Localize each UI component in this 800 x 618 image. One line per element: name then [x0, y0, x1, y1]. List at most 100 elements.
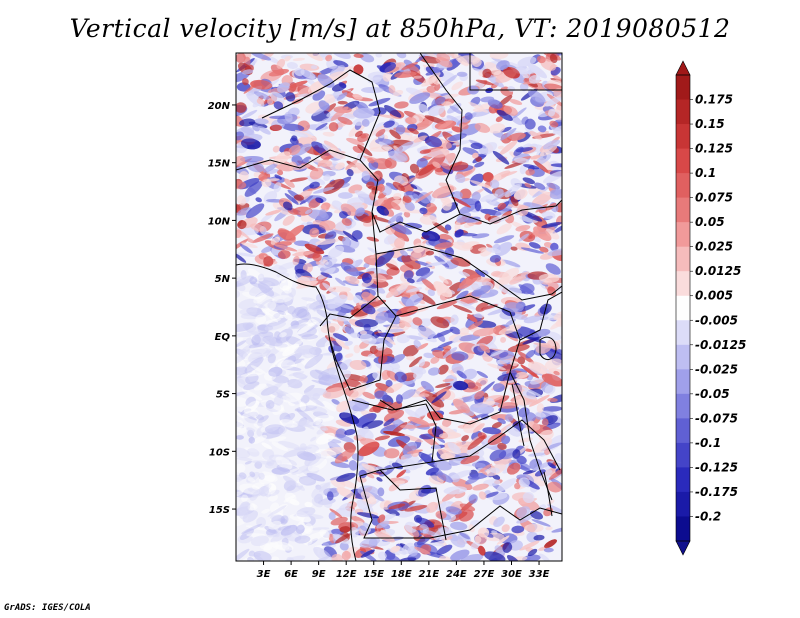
- velocity-cell: [346, 168, 354, 177]
- velocity-cell: [528, 89, 546, 104]
- lon-tick-label: 21E: [418, 569, 439, 580]
- colorbar-swatch: [676, 246, 690, 272]
- velocity-cell: [346, 197, 365, 206]
- velocity-cell: [346, 137, 365, 146]
- colorbar-swatch: [676, 320, 690, 346]
- velocity-cell: [507, 462, 521, 475]
- velocity-cell: [361, 273, 372, 284]
- velocity-cell: [279, 279, 293, 291]
- velocity-cell: [385, 383, 403, 394]
- velocity-cell: [416, 271, 434, 283]
- velocity-cell: [247, 448, 260, 457]
- velocity-cell: [404, 201, 415, 212]
- velocity-cell: [296, 280, 319, 289]
- velocity-cell: [421, 230, 441, 242]
- lake-malawi: [543, 471, 553, 517]
- velocity-cell: [489, 449, 507, 462]
- velocity-cell: [338, 192, 353, 199]
- velocity-cell: [403, 270, 414, 280]
- velocity-cell: [262, 449, 275, 460]
- velocity-cell: [419, 214, 438, 225]
- velocity-cell: [394, 71, 417, 78]
- velocity-cell: [426, 202, 437, 213]
- velocity-cell: [403, 211, 411, 218]
- velocity-cell: [276, 58, 286, 69]
- velocity-cell: [336, 400, 350, 413]
- velocity-cell: [236, 391, 248, 398]
- velocity-cell: [491, 189, 513, 202]
- velocity-cell: [504, 413, 514, 422]
- velocity-cell: [537, 125, 547, 133]
- velocity-cell: [384, 104, 402, 118]
- velocity-cell: [497, 202, 507, 210]
- velocity-cell: [296, 408, 314, 423]
- velocity-cell: [239, 243, 253, 254]
- border-zambia: [431, 419, 561, 471]
- velocity-cell: [350, 332, 360, 339]
- velocity-cell: [375, 129, 386, 137]
- velocity-cell: [264, 525, 278, 534]
- colorbar-bottom-arrow: [675, 540, 691, 556]
- velocity-cell: [549, 120, 559, 128]
- lat-tick-label: 20N: [208, 101, 231, 112]
- velocity-cell: [366, 236, 380, 242]
- velocity-cell: [392, 181, 405, 192]
- velocity-cell: [419, 149, 432, 154]
- velocity-cell: [344, 429, 356, 436]
- velocity-cell: [478, 545, 486, 556]
- velocity-cell: [510, 246, 518, 251]
- velocity-cell: [279, 419, 298, 428]
- colorbar-label: -0.2: [695, 509, 721, 523]
- velocity-cell: [271, 441, 289, 451]
- velocity-cell: [311, 497, 323, 508]
- velocity-cell: [402, 209, 424, 214]
- velocity-cell: [242, 510, 258, 523]
- velocity-cell: [418, 358, 426, 367]
- velocity-cell: [339, 211, 348, 219]
- velocity-cell: [345, 159, 358, 170]
- velocity-cell: [548, 109, 556, 117]
- velocity-cell: [335, 339, 350, 350]
- velocity-cell: [355, 207, 365, 217]
- border-car: [375, 245, 562, 301]
- velocity-cell: [304, 501, 313, 508]
- velocity-cell: [388, 503, 406, 510]
- velocity-cell: [312, 186, 335, 194]
- velocity-cell: [431, 391, 447, 404]
- border-ne: [419, 53, 463, 215]
- velocity-cell: [329, 508, 343, 518]
- velocity-cell: [482, 172, 494, 182]
- velocity-cell: [257, 273, 265, 280]
- velocity-cell: [506, 554, 520, 561]
- velocity-cell: [236, 253, 247, 263]
- velocity-cell: [547, 286, 557, 297]
- velocity-cell: [441, 101, 453, 107]
- velocity-cell: [393, 141, 414, 155]
- velocity-cell: [314, 415, 335, 422]
- velocity-cell: [513, 146, 524, 156]
- velocity-cell: [459, 327, 470, 335]
- velocity-cell: [268, 69, 289, 77]
- velocity-cell: [424, 75, 440, 87]
- velocity-cell: [459, 188, 472, 200]
- velocity-cell: [449, 105, 462, 115]
- velocity-cell: [396, 469, 407, 478]
- velocity-cell: [376, 477, 383, 482]
- velocity-cell: [336, 472, 356, 482]
- velocity-cell: [410, 251, 422, 261]
- velocity-cell: [508, 113, 523, 126]
- lake-victoria: [539, 336, 557, 360]
- velocity-cell: [450, 521, 468, 531]
- lat-tick-label: 10S: [209, 447, 230, 458]
- colorbar-swatch: [676, 516, 690, 542]
- velocity-cell: [449, 535, 466, 548]
- colorbar-label: 0.025: [695, 240, 733, 254]
- velocity-cell: [437, 120, 453, 130]
- velocity-cell: [467, 314, 478, 323]
- velocity-cell: [507, 344, 530, 353]
- velocity-cell: [543, 547, 554, 553]
- velocity-cell: [359, 375, 368, 384]
- velocity-cell: [330, 487, 338, 494]
- colorbar-label: -0.0125: [695, 338, 746, 352]
- velocity-cell: [497, 417, 506, 425]
